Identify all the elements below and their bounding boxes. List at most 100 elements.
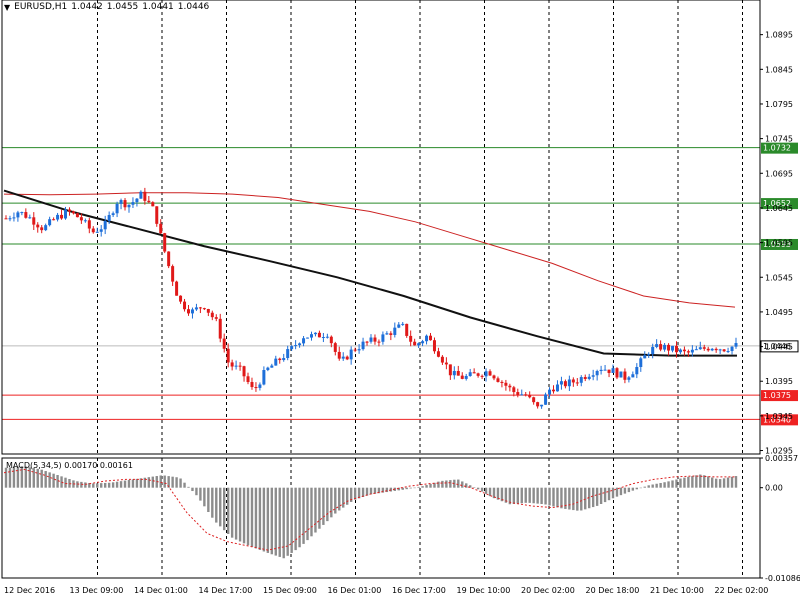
level-tag-label: 1.0593 xyxy=(763,240,791,249)
x-tick-label: 13 Dec 09:00 xyxy=(70,586,124,595)
macd-bar xyxy=(643,486,646,488)
macd-bar xyxy=(647,485,650,488)
macd-bar xyxy=(413,487,416,489)
candle-body xyxy=(635,366,639,375)
macd-bar xyxy=(369,487,373,495)
macd-bar xyxy=(266,487,270,553)
candle-body xyxy=(325,336,329,338)
candle-body xyxy=(155,206,159,224)
candle-body xyxy=(444,362,448,365)
candle-body xyxy=(345,356,349,360)
candle-body xyxy=(309,334,313,338)
macd-bar xyxy=(457,479,460,488)
macd-bar xyxy=(342,487,345,508)
candle-body xyxy=(218,318,222,339)
candle-body xyxy=(103,220,107,230)
candle-body xyxy=(321,337,325,339)
macd-bar xyxy=(381,487,385,493)
level-tag-label: 1.0732 xyxy=(763,144,791,153)
candle-body xyxy=(667,344,671,351)
candles xyxy=(4,187,738,409)
macd-bar xyxy=(603,487,607,503)
y-tick-label: 1.0345 xyxy=(765,412,793,421)
macd-bar xyxy=(314,487,317,533)
macd-bar xyxy=(238,487,242,542)
close-value: 1.0446 xyxy=(177,2,210,12)
candle-body xyxy=(512,387,516,393)
candle-body xyxy=(702,347,706,349)
macd-y-tick-label: 0.00357 xyxy=(765,454,798,463)
candle-body xyxy=(623,371,627,380)
symbol-label: EURUSD,H1 xyxy=(14,2,68,12)
macd-bar xyxy=(468,485,472,488)
candle-body xyxy=(694,349,698,351)
candle-body xyxy=(329,336,333,344)
macd-bar xyxy=(560,487,563,509)
macd-bar xyxy=(599,487,603,504)
candle-body xyxy=(278,358,282,361)
candle-body xyxy=(183,301,187,310)
macd-bar xyxy=(60,476,63,488)
macd-bar xyxy=(318,487,321,529)
candle-body xyxy=(631,374,635,378)
macd-bar xyxy=(219,487,222,527)
macd-bar xyxy=(226,487,230,534)
candle-body xyxy=(250,382,254,388)
macd-bar xyxy=(655,483,658,488)
candle-body xyxy=(567,379,571,387)
macd-bar xyxy=(88,483,91,488)
macd-bar xyxy=(512,487,516,504)
candle-body xyxy=(540,404,544,407)
candle-body xyxy=(210,312,214,318)
candle-body xyxy=(270,365,274,368)
macd-bar xyxy=(234,487,238,540)
candle-body xyxy=(401,323,405,325)
candle-body xyxy=(111,213,115,216)
macd-bar xyxy=(203,487,206,507)
candle-body xyxy=(206,309,210,313)
macd-bar xyxy=(310,487,313,537)
candle-body xyxy=(496,378,500,382)
level-tag-label: 1.0652 xyxy=(763,199,791,208)
low-value: 1.0441 xyxy=(142,2,174,12)
candle-body xyxy=(369,337,373,342)
macd-bar xyxy=(290,487,293,553)
macd-bar xyxy=(100,483,103,488)
candle-body xyxy=(349,349,353,360)
macd-bar xyxy=(40,469,43,488)
macd-bar xyxy=(465,483,468,488)
candle-body xyxy=(282,358,286,361)
candle-body xyxy=(552,389,555,392)
macd-bar xyxy=(306,487,309,541)
candle-body xyxy=(194,307,198,310)
macd-bar xyxy=(92,483,95,488)
macd-bar xyxy=(119,481,123,488)
macd-bar xyxy=(671,480,674,488)
macd-label: MACD(5,34,5) 0.00170 0.00161 xyxy=(6,461,133,470)
x-tick-label: 20 Dec 18:00 xyxy=(586,586,640,595)
y-tick-label: 1.0695 xyxy=(765,169,793,178)
candle-body xyxy=(627,377,631,380)
candle-body xyxy=(242,366,246,377)
candle-body xyxy=(488,371,492,376)
macd-bar xyxy=(532,487,535,504)
candle-body xyxy=(504,382,508,386)
macd-bar xyxy=(349,487,353,502)
candle-body xyxy=(381,334,385,342)
macd-bar xyxy=(572,487,575,511)
dropdown-triangle-icon[interactable]: ▼ xyxy=(4,2,11,12)
candle-body xyxy=(187,309,190,314)
candle-body xyxy=(674,345,678,353)
candle-body xyxy=(393,327,397,335)
macd-bar xyxy=(278,487,281,557)
macd-bar xyxy=(576,487,579,511)
candle-body xyxy=(583,377,587,379)
macd-bar xyxy=(294,487,297,551)
macd-bar xyxy=(215,487,218,523)
candle-body xyxy=(48,219,52,226)
macd-bar xyxy=(480,487,484,492)
x-tick-label: 15 Dec 09:00 xyxy=(263,586,317,595)
macd-bar xyxy=(504,487,508,503)
macd-bar xyxy=(175,477,178,488)
